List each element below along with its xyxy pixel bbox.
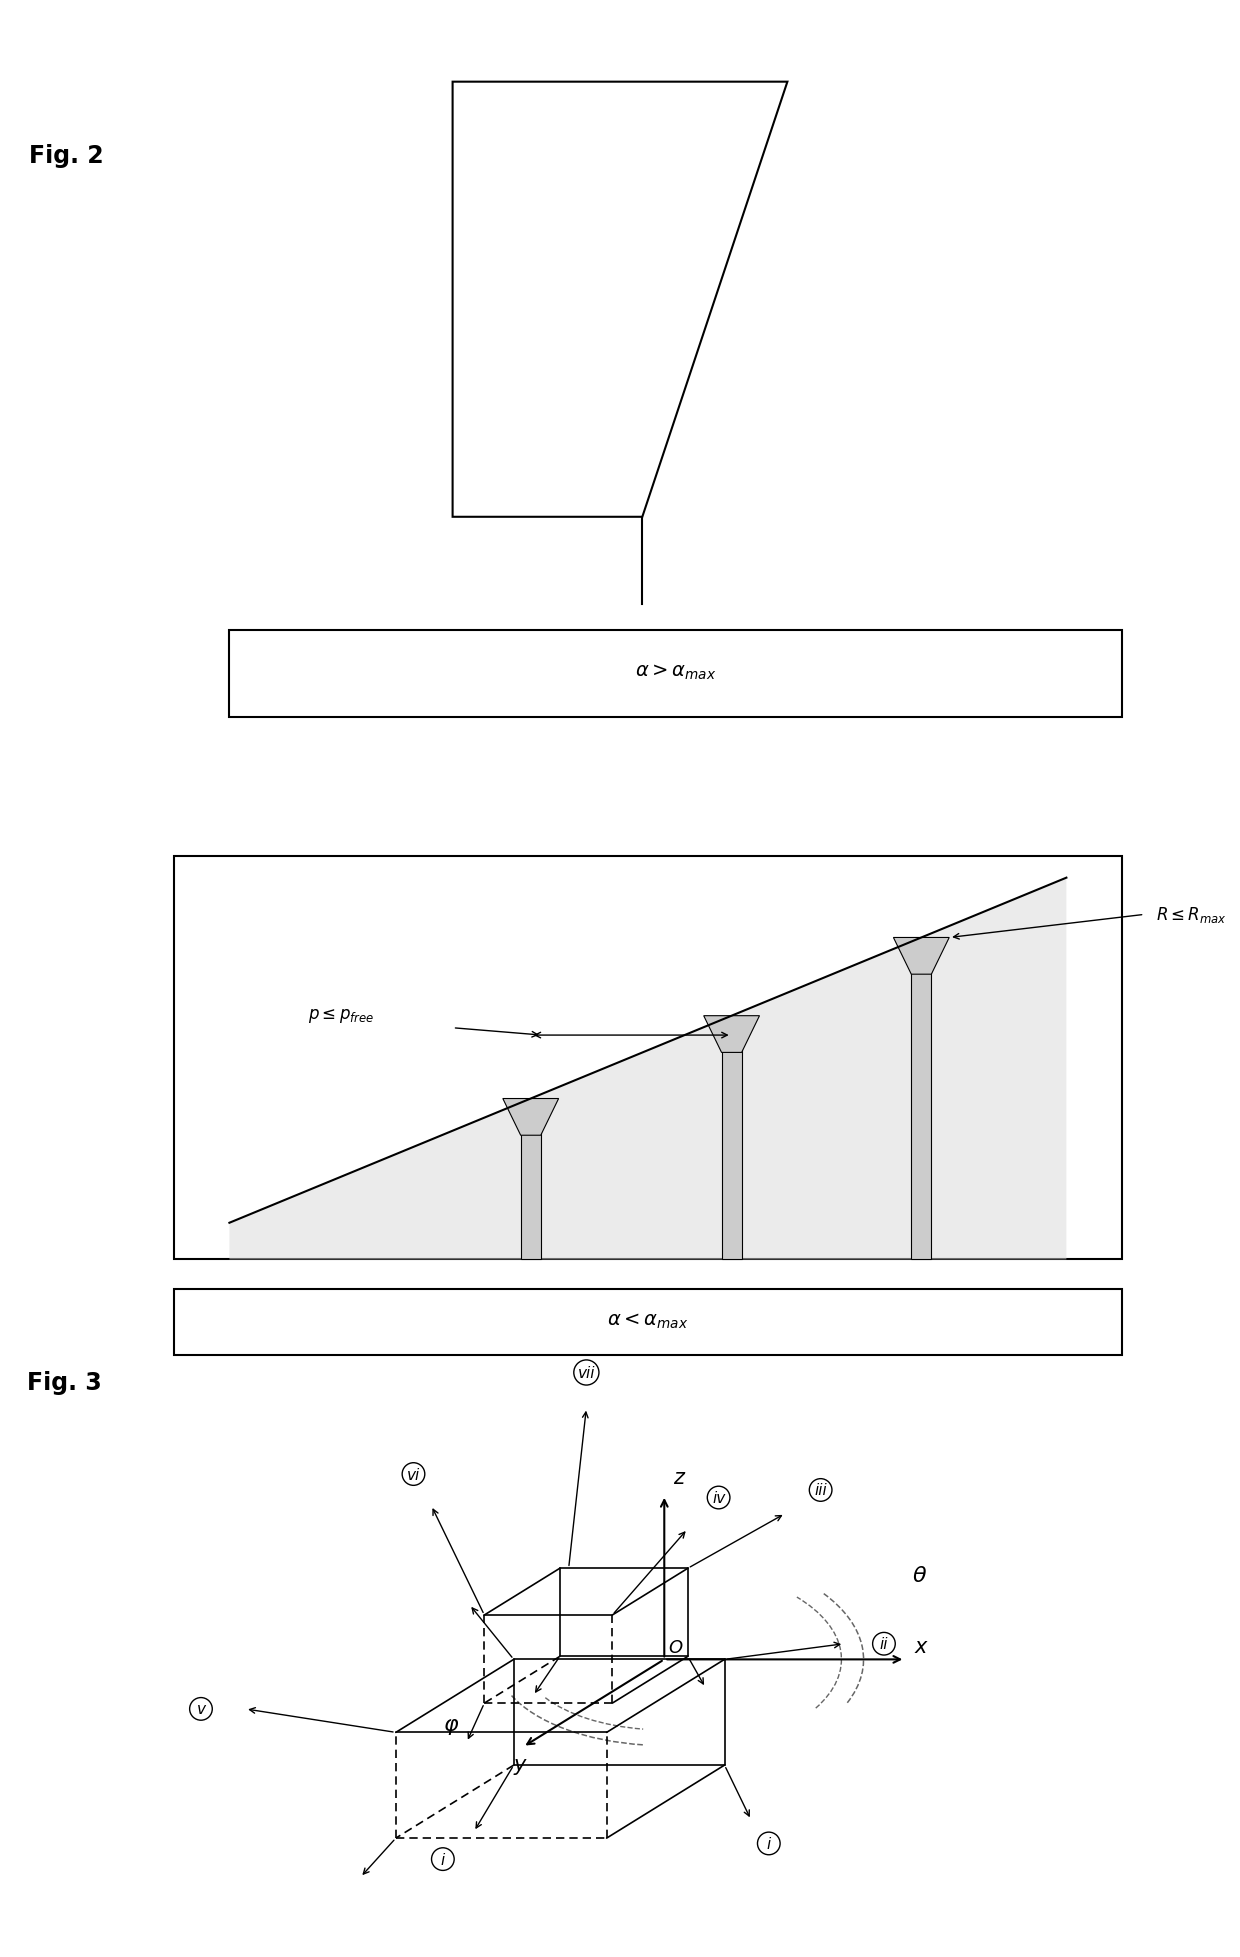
Bar — [229, 630, 1122, 718]
Text: O: O — [668, 1638, 683, 1656]
Bar — [911, 961, 931, 1260]
Text: x: x — [914, 1636, 926, 1656]
Text: i: i — [440, 1851, 445, 1867]
Text: Fig. 3: Fig. 3 — [26, 1370, 102, 1393]
Text: i: i — [766, 1836, 771, 1851]
Text: $\theta$: $\theta$ — [913, 1566, 928, 1585]
Text: z: z — [673, 1468, 684, 1487]
Text: vii: vii — [578, 1366, 595, 1380]
Text: y: y — [513, 1755, 526, 1775]
Text: ii: ii — [879, 1636, 888, 1652]
Polygon shape — [503, 1100, 559, 1135]
Text: $\alpha < \alpha_{max}$: $\alpha < \alpha_{max}$ — [608, 1311, 688, 1331]
Bar — [521, 1121, 541, 1260]
Polygon shape — [704, 1016, 759, 1053]
Bar — [174, 1290, 1122, 1356]
Text: $p \leq p_{free}$: $p \leq p_{free}$ — [309, 1006, 374, 1025]
Polygon shape — [229, 879, 1066, 1260]
Polygon shape — [893, 937, 950, 975]
Text: vi: vi — [407, 1468, 420, 1481]
Text: Fig. 2: Fig. 2 — [29, 143, 103, 168]
Text: iv: iv — [712, 1491, 725, 1505]
Text: $R \leq R_{max}$: $R \leq R_{max}$ — [1156, 904, 1226, 926]
Bar — [722, 1039, 742, 1260]
Text: v: v — [196, 1701, 206, 1716]
Text: $\alpha > \alpha_{max}$: $\alpha > \alpha_{max}$ — [635, 663, 717, 681]
Text: iii: iii — [815, 1483, 827, 1497]
Bar — [174, 857, 1122, 1260]
Text: $\varphi$: $\varphi$ — [443, 1716, 459, 1736]
